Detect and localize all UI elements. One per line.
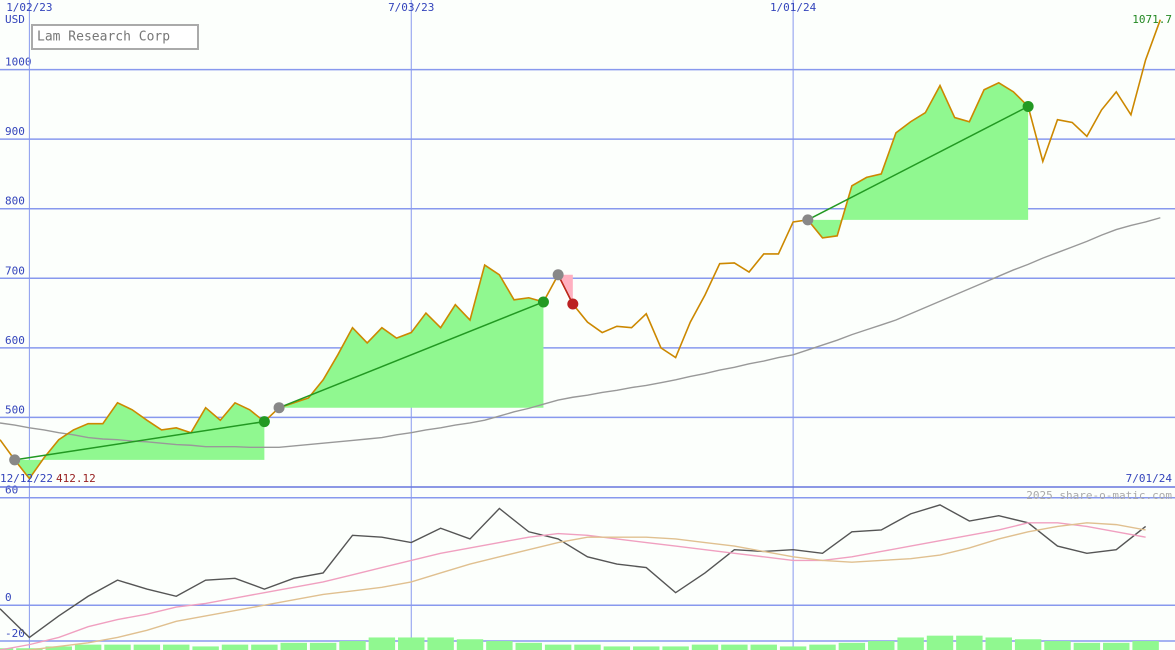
- bar: [427, 637, 454, 650]
- bar: [926, 635, 954, 650]
- signal-start: [802, 214, 814, 226]
- y-tick-label: 600: [5, 334, 25, 347]
- signal-area: [279, 265, 544, 408]
- signal-end: [537, 296, 549, 308]
- bar: [368, 637, 396, 650]
- signal-end: [1022, 100, 1034, 112]
- series-line: [0, 19, 1162, 480]
- bar: [721, 644, 748, 650]
- y-tick-label: 900: [5, 125, 25, 138]
- bar: [985, 637, 1012, 650]
- y-tick-label: 0: [5, 591, 12, 604]
- bar: [398, 637, 425, 650]
- x-tick-label: 1/01/24: [770, 1, 817, 14]
- bar: [1132, 641, 1159, 650]
- bar: [779, 646, 807, 650]
- bar: [574, 644, 601, 650]
- bar: [838, 642, 866, 650]
- bar: [544, 644, 572, 650]
- min-value-label: 412.12: [56, 472, 96, 485]
- bar: [662, 646, 689, 650]
- signal-line: [807, 105, 1029, 221]
- bar: [192, 646, 219, 650]
- bar: [16, 648, 43, 650]
- title-box: [31, 24, 199, 50]
- end-date: 7/01/24: [1126, 472, 1173, 485]
- bar: [1044, 641, 1071, 650]
- bar: [603, 646, 631, 650]
- chart-title: Lam Research Corp: [37, 30, 170, 45]
- signal-line: [14, 420, 265, 461]
- bar: [691, 644, 719, 650]
- series-line: [0, 522, 1146, 650]
- y-unit: USD: [5, 13, 25, 26]
- y-tick-label: 800: [5, 195, 25, 208]
- start-date: 12/12/22: [0, 472, 53, 485]
- signal-start: [273, 402, 285, 414]
- signal-start: [9, 454, 21, 466]
- bar: [750, 644, 777, 650]
- signal-line: [278, 301, 544, 409]
- bar: [45, 646, 72, 650]
- bar: [515, 642, 542, 650]
- last-value-label: 1071.7: [1132, 13, 1172, 26]
- bar: [956, 635, 983, 650]
- series-line: [0, 217, 1161, 449]
- y-tick-label: 60: [5, 484, 18, 497]
- bar: [868, 641, 895, 650]
- bar: [1014, 639, 1042, 650]
- bar: [1073, 642, 1101, 650]
- signal-end: [567, 298, 579, 310]
- signal-end: [258, 416, 270, 428]
- bar: [897, 637, 924, 650]
- bar: [74, 644, 102, 650]
- bar: [339, 641, 366, 650]
- y-tick-label: 1000: [5, 56, 32, 69]
- signal-start: [552, 269, 564, 281]
- bar: [133, 644, 161, 650]
- x-tick-label: 7/03/23: [388, 1, 434, 14]
- bar: [1103, 642, 1130, 650]
- bar: [251, 644, 278, 650]
- series-line: [17, 522, 1146, 650]
- signal-area: [807, 82, 1029, 238]
- bar: [633, 646, 660, 650]
- y-tick-label: 700: [5, 264, 25, 277]
- bar: [163, 644, 190, 650]
- credit: 2025 share-o-matic.com: [1026, 489, 1172, 502]
- bar: [221, 644, 249, 650]
- bar: [104, 644, 131, 650]
- x-tick-label: 1/02/23: [6, 1, 52, 14]
- y-tick-label: 500: [5, 403, 25, 416]
- bar: [456, 639, 484, 650]
- y-tick-label: -20: [5, 627, 25, 640]
- bar: [309, 642, 337, 650]
- bar: [809, 644, 836, 650]
- bar: [280, 642, 307, 650]
- bar: [486, 641, 513, 650]
- series-line: [0, 504, 1147, 639]
